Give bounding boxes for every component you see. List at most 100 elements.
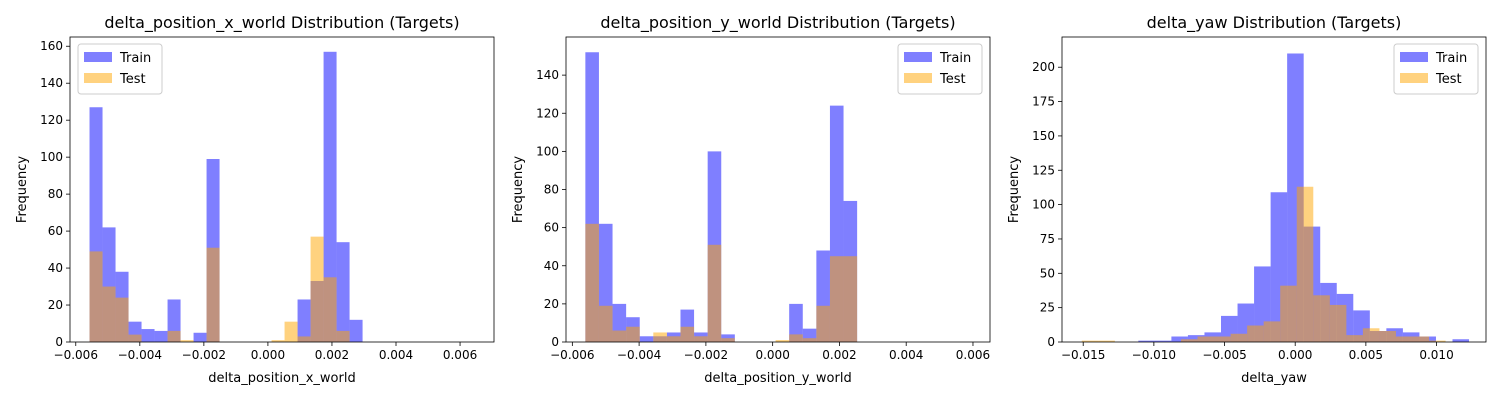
axes-frame: [69, 36, 495, 343]
legend: Train Test: [77, 43, 163, 95]
x-tick-label: 0.010: [1419, 348, 1453, 362]
legend-swatch-test: [904, 73, 932, 83]
y-tick-label: 20: [544, 297, 559, 311]
histogram-bar-test: [1247, 325, 1264, 342]
legend-swatch-train: [904, 52, 932, 62]
histogram-bar-test: [802, 338, 817, 342]
histogram-bar-train: [1452, 339, 1470, 342]
histogram-bar-test: [1280, 285, 1297, 342]
histogram-bar-train: [297, 299, 311, 342]
x-tick-label: −0.005: [1202, 348, 1246, 362]
series-test: [1081, 186, 1446, 342]
y-tick-label: 100: [40, 150, 63, 164]
y-axis-label: Frequency: [15, 156, 30, 223]
legend-label-test: Test: [939, 72, 966, 87]
subplot-1: −0.006 −0.004 −0.002 0.000 0.002 0.004 0.006 0 2…: [15, 13, 495, 386]
histogram-bar-test: [585, 223, 599, 342]
x-tick-label: 0.000: [251, 348, 285, 362]
legend-label-test: Test: [1435, 72, 1462, 87]
legend-label-train: Train: [939, 51, 971, 66]
histogram-bar-test: [297, 336, 311, 342]
x-tick-label: −0.010: [1132, 348, 1176, 362]
histogram-bar-train: [1154, 340, 1172, 342]
y-tick-label: 40: [48, 261, 63, 275]
y-tick-label: 25: [1040, 301, 1055, 315]
x-axis-label: delta_yaw: [1241, 371, 1307, 386]
y-tick-label: 0: [1047, 335, 1055, 349]
legend-label-test: Test: [119, 72, 146, 87]
legend-label-train: Train: [1435, 51, 1467, 66]
histogram-bar-train: [349, 319, 363, 342]
y-tick-label: 20: [48, 298, 63, 312]
x-axis-label: delta_position_x_world: [208, 371, 355, 386]
y-tick-label: 120: [536, 106, 559, 120]
y-tick-label: 120: [40, 113, 63, 127]
y-axis-label: Frequency: [1007, 156, 1022, 223]
y-tick-label: 140: [536, 68, 559, 82]
histogram-bar-train: [323, 51, 337, 342]
y-tick-label: 160: [40, 39, 63, 53]
y-tick-label: 80: [544, 183, 559, 197]
histogram-bar-test: [167, 330, 181, 342]
x-tick-label: 0.000: [1278, 348, 1312, 362]
chart-title: delta_position_y_world Distribution (Tar…: [600, 13, 955, 33]
histogram-bar-test: [598, 305, 613, 342]
histogram-bar-test: [115, 297, 129, 342]
histogram-bar-test: [336, 330, 350, 342]
histogram-bar-test: [626, 326, 640, 342]
y-tick-label: 175: [1032, 95, 1055, 109]
subplot-3: −0.015 −0.010 −0.005 0.000 0.005 0.010 0 25 50 75…: [1007, 13, 1487, 386]
histogram-bar-test: [1313, 295, 1330, 342]
histogram-bar-test: [1412, 336, 1430, 342]
histogram-bar-test: [1379, 331, 1396, 342]
histogram-bar-train: [154, 330, 168, 342]
y-tick-label: 80: [48, 187, 63, 201]
histogram-bar-train: [336, 242, 350, 342]
y-tick-label: 200: [1032, 60, 1055, 74]
y-axis-label: Frequency: [511, 156, 526, 223]
histogram-bar-test: [694, 336, 708, 342]
histogram-bar-test: [680, 326, 695, 342]
histogram-bar-test: [1346, 335, 1363, 342]
x-tick-label: −0.006: [54, 348, 98, 362]
histogram-bar-test: [128, 334, 142, 342]
x-tick-label: 0.002: [822, 348, 856, 362]
x-axis-label: delta_position_y_world: [704, 371, 851, 386]
histogram-bar-test: [180, 340, 194, 342]
histogram-bar-train: [789, 303, 803, 343]
legend-swatch-train: [84, 52, 112, 62]
histogram-bar-test: [1429, 340, 1446, 342]
x-tick-label: −0.004: [617, 348, 661, 362]
histogram-bar-train: [1138, 340, 1155, 342]
histogram-bar-test: [1098, 340, 1115, 342]
axes-frame: [1061, 36, 1487, 343]
histogram-bar-test: [89, 251, 103, 342]
legend: Train Test: [1393, 43, 1479, 95]
histogram-bar-train: [193, 332, 207, 342]
y-tick-label: 0: [55, 335, 63, 349]
y-tick-label: 100: [536, 144, 559, 158]
legend-swatch-train: [1400, 52, 1428, 62]
y-tick-label: 40: [544, 259, 559, 273]
histogram-bar-train: [639, 336, 654, 342]
y-tick-label: 60: [48, 224, 63, 238]
y-tick-label: 75: [1040, 232, 1055, 246]
x-tick-label: −0.004: [118, 348, 162, 362]
y-tick-label: 60: [544, 221, 559, 235]
x-tick-label: 0.006: [443, 348, 477, 362]
histogram-bar-test: [829, 256, 844, 342]
histogram-bar-test: [1181, 339, 1198, 342]
histogram-bar-test: [666, 336, 681, 342]
legend-swatch-test: [1400, 73, 1428, 83]
y-tick-label: 100: [1032, 198, 1055, 212]
histogram-bar-test: [271, 340, 285, 342]
histogram-bar-train: [1171, 336, 1188, 342]
histogram-bar-test: [310, 236, 324, 342]
histogram-bar-test: [721, 338, 735, 342]
legend: Train Test: [897, 43, 983, 95]
histogram-bar-test: [323, 277, 337, 342]
x-tick-label: −0.015: [1061, 348, 1105, 362]
histogram-bar-test: [1230, 333, 1248, 342]
histogram-bar-test: [816, 305, 830, 342]
